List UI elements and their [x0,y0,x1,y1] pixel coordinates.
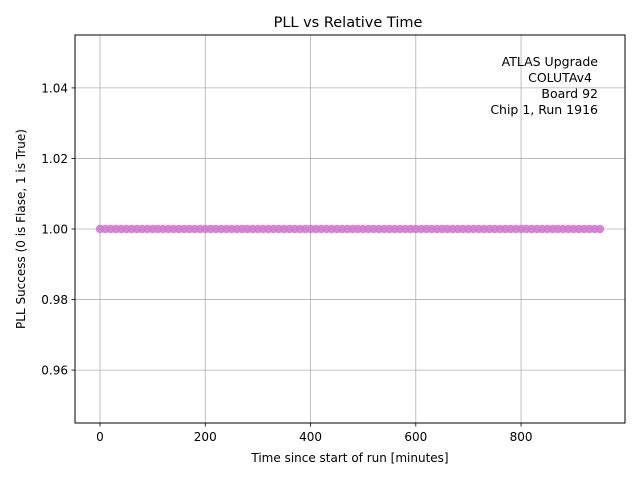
annotation-line: COLUTAv4 [528,70,592,85]
x-tick-label: 200 [194,430,217,444]
x-tick-label: 800 [510,430,533,444]
y-tick-label: 0.96 [41,364,68,378]
x-tick-label: 0 [96,430,104,444]
x-tick-label: 600 [404,430,427,444]
data-point [595,224,605,234]
chart-title: PLL vs Relative Time [274,15,423,31]
data-points [95,224,605,234]
y-tick-label: 1.00 [41,223,68,237]
annotation-line: Board 92 [541,86,598,101]
y-tick-label: 1.02 [41,152,68,166]
annotation-line: Chip 1, Run 1916 [490,102,598,117]
x-axis-label: Time since start of run [minutes] [250,451,448,465]
y-tick-label: 0.98 [41,293,68,307]
annotation-line: ATLAS Upgrade [502,54,599,69]
x-tick-label: 400 [299,430,322,444]
y-tick-label: 1.04 [41,81,68,95]
y-axis-ticks: 0.96 0.98 1.00 1.02 1.04 [41,81,75,378]
run-info-annotation: ATLAS Upgrade COLUTAv4 Board 92 Chip 1, … [490,54,598,117]
y-axis-label: PLL Success (0 is Flase, 1 is True) [14,129,28,329]
x-axis-ticks: 0 200 400 600 800 [96,423,533,444]
